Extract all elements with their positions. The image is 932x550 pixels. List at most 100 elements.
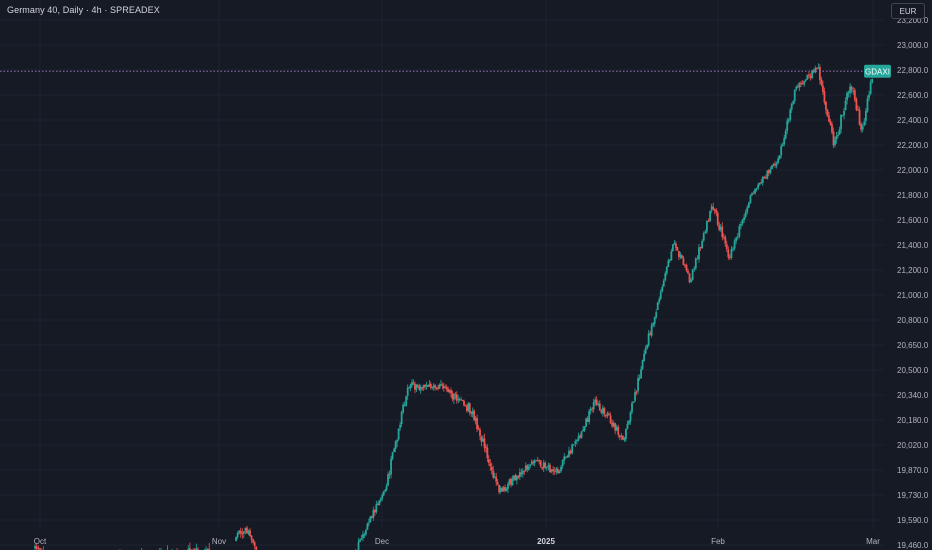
candle-body <box>416 385 419 387</box>
y-tick-label: 21,200.0 <box>897 266 929 275</box>
candle <box>448 389 451 394</box>
candle <box>744 209 747 219</box>
candle <box>687 268 689 274</box>
candle <box>363 532 366 539</box>
candle <box>579 434 581 439</box>
candle <box>800 80 802 88</box>
candle-body <box>393 448 395 452</box>
candle-body <box>662 280 665 287</box>
candle-body <box>857 109 859 111</box>
candle <box>564 456 567 460</box>
candle-body <box>701 241 704 249</box>
candle <box>453 393 455 405</box>
candle <box>853 87 856 103</box>
candle-body <box>504 487 506 491</box>
candle-body <box>704 231 707 233</box>
candle-body <box>454 394 457 396</box>
candle <box>643 350 646 362</box>
candle-body <box>362 534 364 538</box>
candle <box>795 85 798 92</box>
candle-body <box>360 538 363 540</box>
candle <box>863 117 866 127</box>
y-tick-label: 22,200.0 <box>897 141 929 150</box>
candle-body <box>549 464 551 473</box>
candle-body <box>563 456 566 461</box>
candle <box>236 531 239 540</box>
candle <box>370 515 373 519</box>
candle-body <box>415 385 418 390</box>
candle-body <box>771 165 773 169</box>
candle <box>572 444 575 446</box>
candle <box>482 434 484 442</box>
candle <box>42 546 44 550</box>
candle <box>688 272 691 284</box>
candle-body <box>530 461 533 465</box>
candle <box>384 489 387 493</box>
candle-body <box>744 212 747 217</box>
candle-body <box>754 189 756 194</box>
candle <box>34 544 36 550</box>
candle-body <box>631 403 633 412</box>
candle-body <box>480 436 483 442</box>
candle <box>360 534 363 540</box>
candle-body <box>668 259 671 261</box>
candle <box>667 258 670 268</box>
candle <box>471 407 474 418</box>
candle-body <box>772 164 775 166</box>
candle-body <box>674 243 677 248</box>
candle <box>693 266 696 272</box>
candle <box>679 252 682 260</box>
candle <box>464 404 467 407</box>
candle-body <box>206 548 209 550</box>
candle <box>252 538 255 545</box>
candle <box>706 220 708 234</box>
candle-body <box>39 548 41 550</box>
candle-body <box>834 139 836 146</box>
candle-body <box>571 444 574 454</box>
candle-body <box>840 114 842 130</box>
candle-body <box>541 467 544 469</box>
candle-body <box>820 79 823 86</box>
candle-body <box>368 522 370 524</box>
candle-body <box>208 548 211 550</box>
candle <box>755 187 758 192</box>
candle-body <box>373 509 376 513</box>
candle-body <box>510 478 512 485</box>
candle-body <box>391 452 394 459</box>
candle-body <box>560 466 562 472</box>
candle <box>718 221 721 232</box>
candle-body <box>632 401 635 404</box>
candle <box>746 205 749 215</box>
candle-body <box>606 413 609 416</box>
candle <box>583 425 586 433</box>
last-price-tag[interactable]: GDAXI <box>864 64 891 78</box>
y-axis[interactable]: 23,200.0 23,000.0 22,800.0 22,600.0 22,400.0… <box>897 16 929 550</box>
candle-body <box>586 418 589 422</box>
candle-body <box>487 459 490 463</box>
candle <box>614 422 617 435</box>
candle <box>416 383 419 388</box>
currency-button[interactable]: EUR <box>891 3 925 19</box>
candle-body <box>396 440 399 443</box>
candle <box>492 465 495 480</box>
candle-body <box>409 384 412 388</box>
candle <box>850 85 853 94</box>
candle-body <box>664 273 667 281</box>
candle <box>474 416 477 425</box>
candle-body <box>574 441 577 444</box>
x-axis[interactable]: Oct Nov Dec 2025 Feb Mar <box>34 537 880 546</box>
candle-body <box>566 456 569 458</box>
candle-body <box>414 383 416 390</box>
candle <box>641 359 644 371</box>
candle <box>405 395 408 407</box>
candle-body <box>244 527 247 532</box>
candle <box>544 461 547 470</box>
candle-body <box>545 467 548 469</box>
candle <box>733 238 736 251</box>
candle-body <box>595 399 598 405</box>
candle-body <box>482 438 484 442</box>
candle <box>549 462 551 473</box>
candle <box>414 381 416 394</box>
